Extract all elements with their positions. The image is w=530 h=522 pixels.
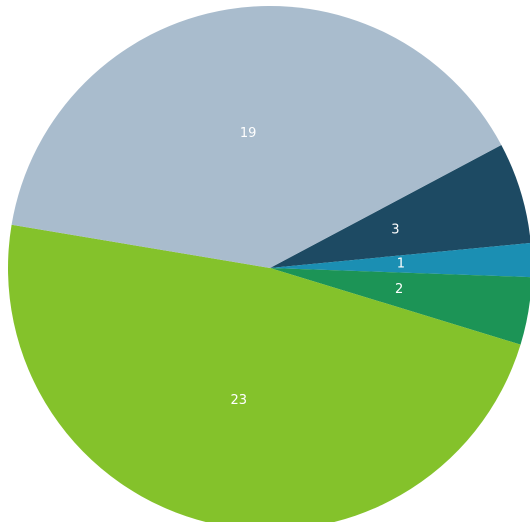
pie-slice-1 [270,242,530,278]
pie-slice-3 [8,224,521,522]
slices-layer [8,6,530,522]
pie-slice-0 [270,145,530,268]
pie-slice-label-2: 2 [395,282,403,297]
labels-layer: 3 1 2 23 19 [231,126,406,408]
pie-slice-label-0: 3 [391,223,399,238]
pie-slice-2 [270,268,530,345]
pie-slice-label-1: 1 [397,257,405,272]
pie-slice-label-3: 23 [231,393,248,408]
pie-slice-label-4: 19 [240,126,257,141]
pie-slice-4 [11,6,502,268]
